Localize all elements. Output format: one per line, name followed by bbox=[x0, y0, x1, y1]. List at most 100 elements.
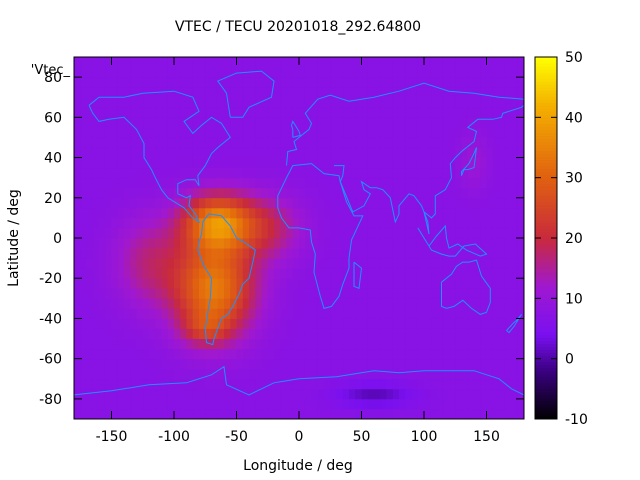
heatmap-cell bbox=[255, 238, 262, 249]
heatmap-cell bbox=[124, 378, 131, 390]
heatmap-cell bbox=[349, 227, 356, 239]
heatmap-cell bbox=[230, 197, 237, 209]
heatmap-cell bbox=[399, 67, 406, 78]
heatmap-cell bbox=[249, 268, 256, 279]
heatmap-cell bbox=[167, 187, 175, 199]
heatmap-cell bbox=[517, 388, 525, 400]
heatmap-cell bbox=[286, 87, 294, 98]
heatmap-cell bbox=[117, 278, 125, 289]
heatmap-cell bbox=[417, 258, 425, 269]
heatmap-cell bbox=[511, 398, 519, 410]
heatmap-cell bbox=[417, 238, 425, 249]
heatmap-cell bbox=[80, 318, 87, 329]
heatmap-cell bbox=[286, 217, 294, 229]
heatmap-cell bbox=[199, 127, 206, 138]
heatmap-cell bbox=[255, 268, 262, 279]
colorbar-segment bbox=[535, 207, 557, 212]
heatmap-cell bbox=[186, 238, 194, 249]
heatmap-cell bbox=[449, 278, 456, 289]
heatmap-cell bbox=[105, 137, 112, 148]
heatmap-cell bbox=[86, 308, 94, 319]
heatmap-cell bbox=[192, 278, 200, 289]
heatmap-cell bbox=[380, 57, 387, 68]
heatmap-cell bbox=[286, 77, 294, 88]
heatmap-cell bbox=[124, 87, 131, 98]
heatmap-cell bbox=[136, 117, 144, 128]
heatmap-cell bbox=[167, 177, 175, 189]
heatmap-cell bbox=[274, 408, 281, 420]
heatmap-cell bbox=[349, 318, 356, 329]
heatmap-cell bbox=[361, 187, 369, 199]
heatmap-cell bbox=[486, 97, 494, 108]
heatmap-cell bbox=[511, 187, 519, 199]
heatmap-cell bbox=[274, 278, 281, 289]
heatmap-cell bbox=[274, 157, 281, 169]
colorbar-segment bbox=[535, 283, 557, 287]
heatmap-cell bbox=[230, 368, 237, 380]
heatmap-cell bbox=[342, 248, 350, 259]
heatmap-cell bbox=[467, 137, 475, 148]
heatmap-cell bbox=[117, 358, 125, 370]
heatmap-cell bbox=[492, 177, 500, 189]
heatmap-cell bbox=[230, 308, 237, 319]
heatmap-cell bbox=[492, 338, 500, 350]
heatmap-cell bbox=[280, 207, 287, 219]
heatmap-cell bbox=[74, 328, 81, 339]
heatmap-cell bbox=[99, 217, 106, 229]
heatmap-cell bbox=[136, 408, 144, 420]
heatmap-cell bbox=[430, 408, 437, 420]
heatmap-cell bbox=[105, 348, 112, 360]
heatmap-cell bbox=[317, 368, 325, 380]
heatmap-cell bbox=[117, 117, 125, 128]
heatmap-cell bbox=[280, 358, 287, 370]
heatmap-cell bbox=[111, 97, 119, 108]
y-tick-label: 60 bbox=[44, 110, 62, 126]
heatmap-cell bbox=[186, 368, 194, 380]
heatmap-cell bbox=[142, 358, 150, 370]
heatmap-cell bbox=[130, 117, 137, 128]
heatmap-cell bbox=[217, 318, 225, 329]
heatmap-cell bbox=[411, 107, 419, 118]
heatmap-cell bbox=[174, 248, 181, 259]
heatmap-cell bbox=[330, 177, 337, 189]
colorbar-segment bbox=[535, 337, 557, 342]
heatmap-cell bbox=[355, 117, 362, 128]
colorbar-segment bbox=[535, 150, 557, 155]
heatmap-cell bbox=[467, 187, 475, 199]
heatmap-cell bbox=[305, 77, 312, 88]
heatmap-cell bbox=[74, 157, 81, 169]
heatmap-cell bbox=[492, 57, 500, 68]
heatmap-cell bbox=[311, 207, 319, 219]
heatmap-cell bbox=[442, 207, 450, 219]
heatmap-cell bbox=[274, 388, 281, 400]
heatmap-cell bbox=[324, 117, 331, 128]
heatmap-cell bbox=[280, 398, 287, 410]
heatmap-cell bbox=[511, 268, 519, 279]
heatmap-cell bbox=[367, 137, 375, 148]
heatmap-cell bbox=[430, 348, 437, 360]
heatmap-cell bbox=[136, 388, 144, 400]
heatmap-cell bbox=[230, 207, 237, 219]
heatmap-cell bbox=[380, 368, 387, 380]
heatmap-cell bbox=[161, 258, 169, 269]
heatmap-cell bbox=[336, 348, 344, 360]
heatmap-cell bbox=[286, 398, 294, 410]
heatmap-cell bbox=[217, 348, 225, 360]
heatmap-cell bbox=[205, 127, 212, 138]
heatmap-cell bbox=[224, 298, 231, 309]
heatmap-cell bbox=[442, 248, 450, 259]
heatmap-cell bbox=[405, 57, 412, 68]
heatmap-cell bbox=[161, 77, 169, 88]
heatmap-cell bbox=[117, 107, 125, 118]
heatmap-cell bbox=[305, 408, 312, 420]
heatmap-cell bbox=[461, 308, 469, 319]
heatmap-cell bbox=[111, 217, 119, 229]
heatmap-cell bbox=[149, 207, 156, 219]
heatmap-cell bbox=[236, 147, 244, 158]
heatmap-cell bbox=[86, 368, 94, 380]
heatmap-cell bbox=[99, 328, 106, 339]
heatmap-cell bbox=[386, 57, 394, 68]
heatmap-cell bbox=[317, 77, 325, 88]
heatmap-cell bbox=[192, 197, 200, 209]
heatmap-cell bbox=[324, 388, 331, 400]
